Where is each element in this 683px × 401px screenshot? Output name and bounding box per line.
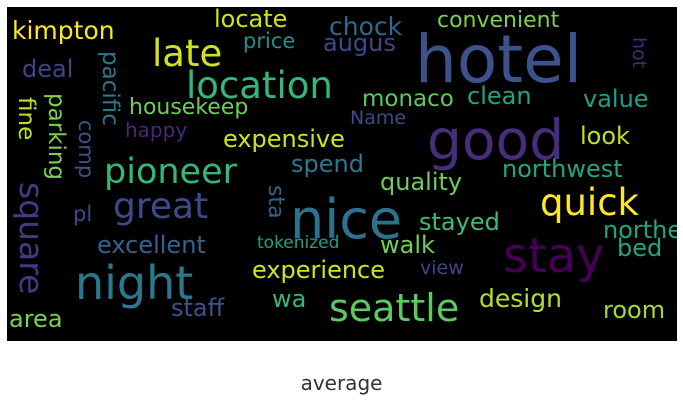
cloud-word-area: area: [9, 305, 63, 333]
cloud-word-clean: clean: [467, 82, 532, 110]
cloud-word-view: view: [420, 257, 464, 279]
cloud-word-great: great: [113, 186, 209, 227]
cloud-word-monaco: monaco: [362, 86, 454, 112]
cloud-word-night: night: [75, 256, 194, 310]
cloud-word-fine: fine: [13, 97, 39, 141]
cloud-word-nice: nice: [290, 188, 403, 251]
cloud-word-housekeep: housekeep: [129, 95, 249, 120]
cloud-word-stayed: stayed: [419, 208, 500, 236]
cloud-word-staff: staff: [171, 294, 225, 322]
cloud-word-bed: bed: [617, 234, 663, 262]
cloud-word-expensive: expensive: [223, 125, 345, 153]
caption: average: [300, 371, 383, 395]
cloud-word-quick: quick: [540, 181, 639, 224]
cloud-word-happy: happy: [125, 118, 188, 142]
cloud-word-late: late: [152, 32, 223, 75]
cloud-word-spend: spend: [291, 150, 364, 178]
cloud-word-chock: chock: [329, 12, 403, 41]
cloud-word-seattle: seattle: [329, 286, 460, 330]
cloud-word-deal: deal: [22, 55, 74, 83]
cloud-word-locate: locate: [214, 7, 288, 33]
cloud-word-sta: sta: [263, 185, 288, 219]
cloud-word-pl: pl: [73, 202, 93, 226]
cloud-word-quality: quality: [380, 168, 463, 196]
cloud-word-hotel: hotel: [415, 21, 583, 98]
cloud-word-experience: experience: [252, 256, 386, 284]
cloud-word-excellent: excellent: [97, 231, 206, 259]
cloud-word-location: location: [186, 64, 333, 107]
word-cloud: hotel nice good stay night location grea…: [7, 7, 677, 341]
cloud-word-pioneer: pioneer: [104, 152, 237, 192]
cloud-word-kimpton: kimpton: [12, 16, 115, 45]
cloud-word-pacific: pacific: [97, 51, 123, 126]
cloud-word-wa: wa: [272, 285, 307, 313]
cloud-word-room: room: [603, 296, 666, 324]
cloud-word-convenient: convenient: [437, 8, 560, 33]
cloud-word-price: price: [243, 29, 296, 53]
cloud-word-square[interactable]: square: [12, 182, 51, 295]
cloud-word-tokenized: tokenized: [257, 233, 340, 253]
cloud-word-augus: augus: [323, 29, 396, 57]
cloud-word-parking: parking: [43, 93, 69, 181]
cloud-word-northwest: northwest: [502, 155, 623, 183]
cloud-word-hot: hot: [628, 37, 650, 69]
cloud-word-look: look: [580, 122, 630, 150]
cloud-word-northe: northe: [603, 216, 677, 244]
cloud-word-comp: comp: [74, 120, 98, 179]
cloud-word-stay: stay: [503, 228, 605, 284]
cloud-word-walk: walk: [380, 231, 435, 259]
cloud-word-good: good: [427, 108, 565, 172]
cloud-word-name: Name: [350, 107, 407, 129]
cloud-word-value: value: [583, 85, 649, 113]
cloud-word-design: design: [479, 284, 562, 313]
